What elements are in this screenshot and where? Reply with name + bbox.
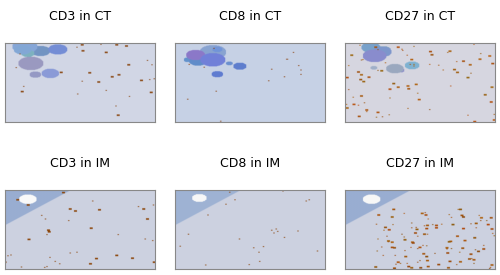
Text: CD8 in CT: CD8 in CT [219,10,281,23]
Text: CD27 in IM: CD27 in IM [386,158,454,170]
Text: CD27 in CT: CD27 in CT [385,10,455,23]
Text: CD8 in IM: CD8 in IM [220,158,280,170]
Text: CD3 in CT: CD3 in CT [49,10,111,23]
Text: CD3 in IM: CD3 in IM [50,158,110,170]
